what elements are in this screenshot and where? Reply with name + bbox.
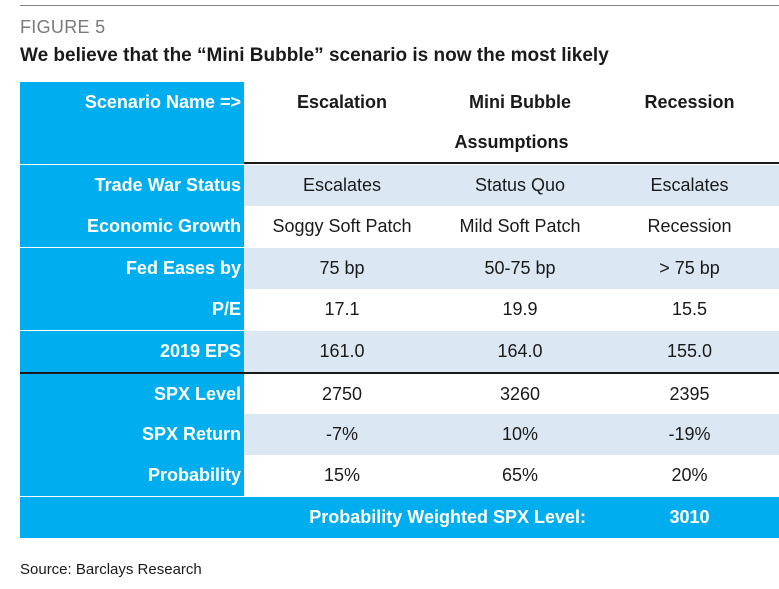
table-row: P/E 17.1 19.9 15.5: [20, 289, 779, 330]
cell-escalation: Soggy Soft Patch: [244, 206, 440, 247]
table-row: Economic Growth Soggy Soft Patch Mild So…: [20, 206, 779, 247]
row-label: Trade War Status: [20, 165, 244, 206]
cell-recession: Recession: [600, 206, 779, 247]
section-divider: [20, 372, 779, 374]
table-row: 2019 EPS 161.0 164.0 155.0: [20, 331, 779, 372]
row-label: Fed Eases by: [20, 248, 244, 289]
row-label: SPX Level: [20, 374, 244, 415]
scenario-table: Scenario Name => Escalation Mini Bubble …: [20, 82, 779, 538]
cell-escalation: -7%: [244, 414, 440, 455]
weighted-level-row: Probability Weighted SPX Level: 3010: [20, 497, 779, 538]
cell-recession: > 75 bp: [600, 248, 779, 289]
cell-mini-bubble: 10%: [440, 414, 600, 455]
cell-mini-bubble: 65%: [440, 455, 600, 496]
row-label: Probability: [20, 455, 244, 496]
table-row: Trade War Status Escalates Status Quo Es…: [20, 165, 779, 206]
cell-mini-bubble: 3260: [440, 374, 600, 415]
column-header-escalation: Escalation: [244, 82, 440, 123]
weighted-level-label: Probability Weighted SPX Level:: [309, 507, 586, 527]
cell-escalation: 17.1: [244, 289, 440, 330]
row-label: 2019 EPS: [20, 331, 244, 372]
cell-recession: 2395: [600, 374, 779, 415]
assumptions-row-label: [20, 123, 244, 164]
row-label: SPX Return: [20, 414, 244, 455]
table-row: SPX Return -7% 10% -19%: [20, 414, 779, 455]
column-header-mini-bubble: Mini Bubble: [440, 82, 600, 123]
cell-mini-bubble: 50-75 bp: [440, 248, 600, 289]
cell-recession: Escalates: [600, 165, 779, 206]
cell-recession: 155.0: [600, 331, 779, 372]
assumptions-row: Assumptions: [20, 123, 779, 164]
cell-mini-bubble: 164.0: [440, 331, 600, 372]
cell-mini-bubble: Mild Soft Patch: [440, 206, 600, 247]
row-label: Economic Growth: [20, 206, 244, 247]
cell-mini-bubble: Status Quo: [440, 165, 600, 206]
weighted-level-value: 3010: [669, 507, 710, 527]
cell-recession: -19%: [600, 414, 779, 455]
header-label: Scenario Name =>: [20, 82, 244, 123]
row-label: P/E: [20, 289, 244, 330]
source-note: Source: Barclays Research: [20, 561, 202, 578]
cell-escalation: 75 bp: [244, 248, 440, 289]
table-row: Fed Eases by 75 bp 50-75 bp > 75 bp: [20, 248, 779, 289]
cell-escalation: Escalates: [244, 165, 440, 206]
cell-escalation: 2750: [244, 374, 440, 415]
cell-recession: 20%: [600, 455, 779, 496]
cell-mini-bubble: 19.9: [440, 289, 600, 330]
cell-escalation: 161.0: [244, 331, 440, 372]
cell-escalation: 15%: [244, 455, 440, 496]
figure-label: FIGURE 5: [20, 17, 106, 37]
table-row: SPX Level 2750 3260 2395: [20, 374, 779, 415]
assumptions-heading: Assumptions: [244, 123, 779, 164]
column-header-recession: Recession: [600, 82, 779, 123]
table-header-row: Scenario Name => Escalation Mini Bubble …: [20, 82, 779, 123]
figure-title: We believe that the “Mini Bubble” scenar…: [20, 45, 609, 66]
top-rule: [20, 5, 779, 6]
cell-recession: 15.5: [600, 289, 779, 330]
table-row: Probability 15% 65% 20%: [20, 455, 779, 496]
